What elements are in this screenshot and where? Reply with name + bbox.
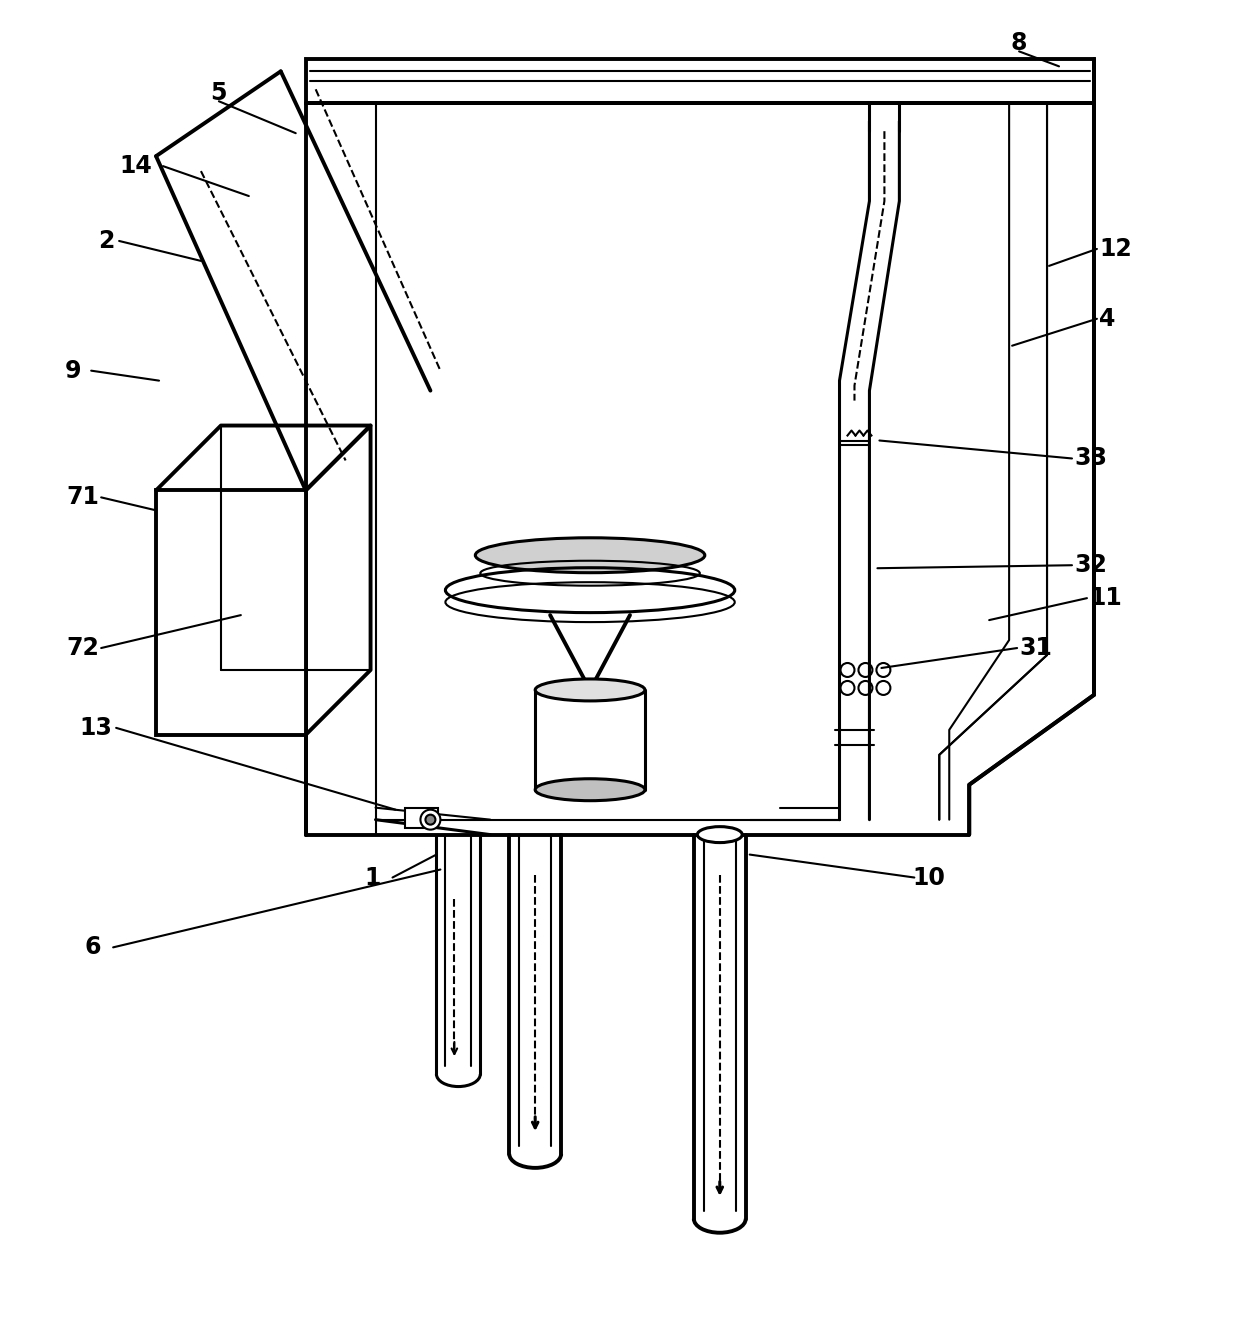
Text: 12: 12: [1099, 237, 1132, 260]
Circle shape: [420, 809, 440, 829]
Polygon shape: [306, 60, 1094, 104]
Text: 8: 8: [1011, 32, 1028, 56]
Text: 2: 2: [98, 229, 114, 253]
Text: 6: 6: [84, 936, 102, 960]
Text: 13: 13: [79, 716, 113, 740]
Text: 71: 71: [67, 485, 99, 509]
Text: 1: 1: [365, 865, 381, 889]
Text: 5: 5: [211, 81, 227, 105]
Text: 33: 33: [1074, 447, 1107, 470]
Polygon shape: [405, 808, 439, 828]
Polygon shape: [156, 490, 306, 735]
Ellipse shape: [697, 827, 743, 843]
Text: 4: 4: [1099, 307, 1115, 331]
Text: 10: 10: [913, 865, 946, 889]
Text: 32: 32: [1074, 553, 1107, 577]
Ellipse shape: [475, 538, 704, 573]
Text: 9: 9: [64, 359, 82, 383]
Text: 31: 31: [1019, 637, 1052, 661]
Text: 14: 14: [120, 154, 153, 178]
Ellipse shape: [536, 779, 645, 800]
Text: 72: 72: [67, 637, 99, 661]
Circle shape: [425, 815, 435, 824]
Text: 11: 11: [1089, 586, 1122, 610]
Ellipse shape: [536, 679, 645, 700]
